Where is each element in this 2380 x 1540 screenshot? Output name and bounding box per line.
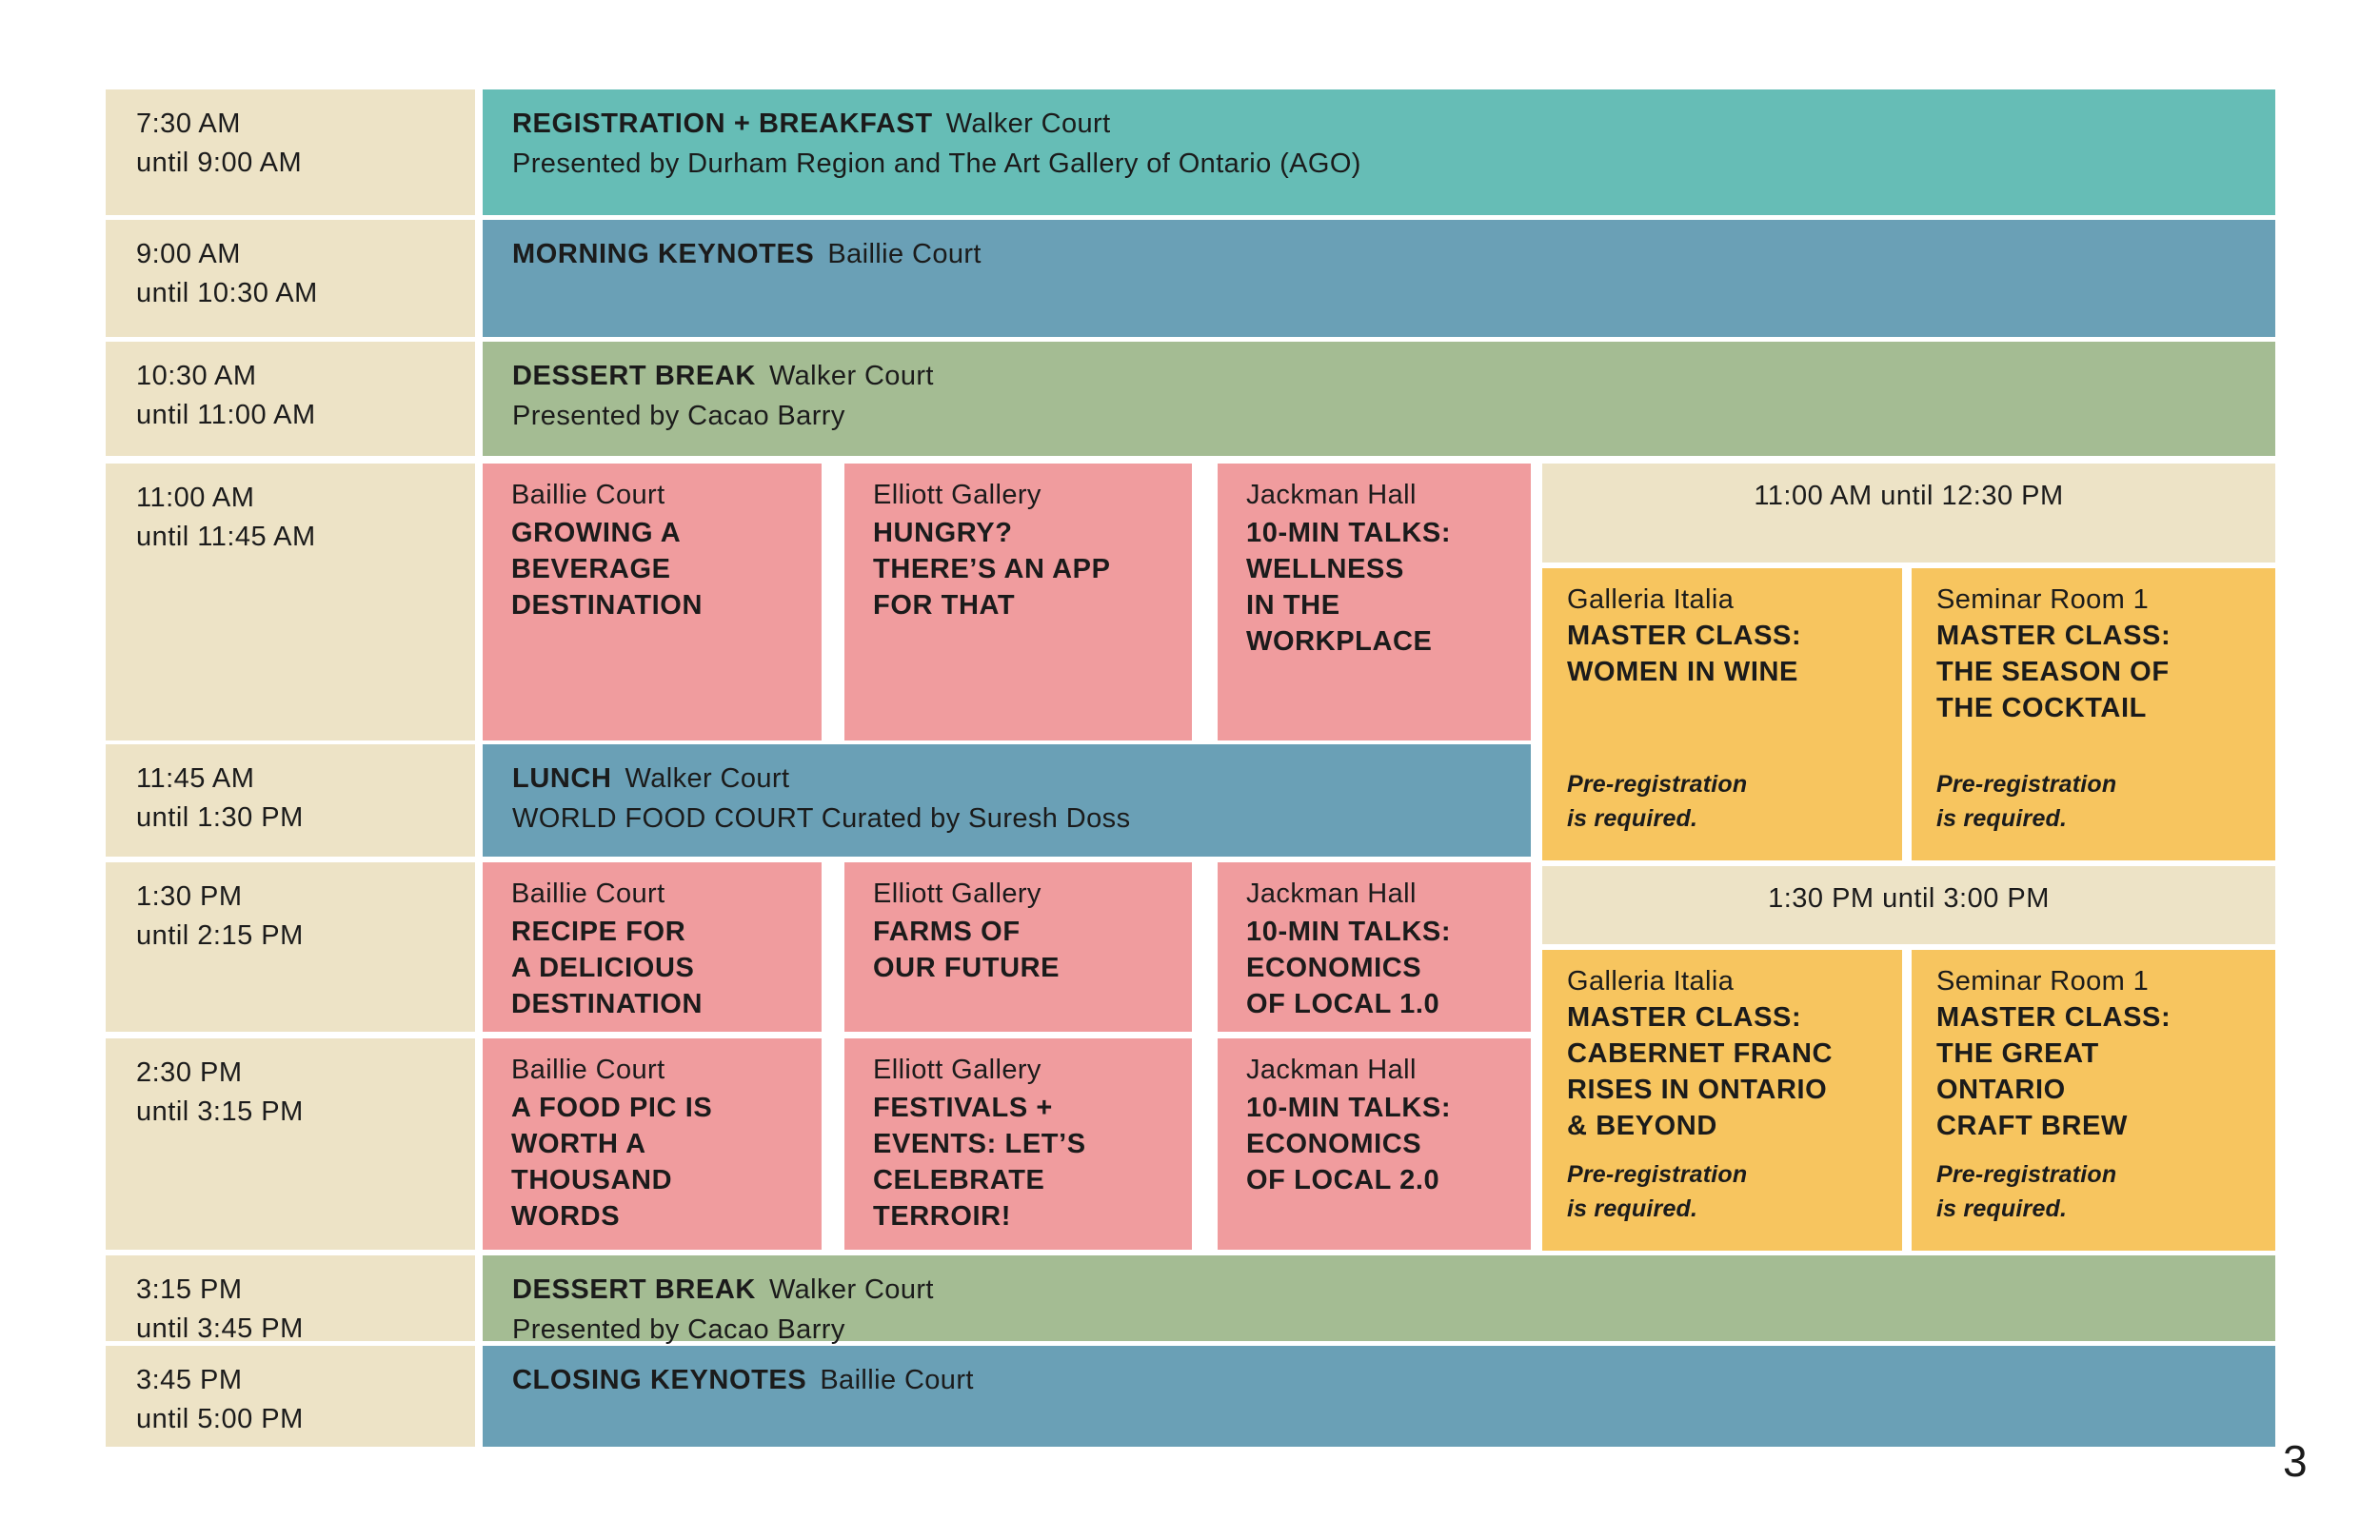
- time-cell-dessert-break-1: 10:30 AM until 11:00 AM: [106, 342, 475, 456]
- masterclass-room: Seminar Room 1: [1936, 584, 2150, 615]
- event-line: DESSERT BREAK Walker Court: [512, 356, 2247, 396]
- masterclass-title: MASTER CLASS: WOMEN IN WINE: [1567, 620, 1802, 687]
- event-band-dessert-break-2: DESSERT BREAK Walker Court Presented by C…: [483, 1255, 2275, 1345]
- talk-cell-growing-beverage: Baillie Court GROWING A BEVERAGE DESTINA…: [483, 464, 822, 740]
- talk-cell-wellness-workplace: Jackman Hall 10-MIN TALKS: WELLNESS IN T…: [1218, 464, 1531, 740]
- talk-title: FARMS OF OUR FUTURE: [873, 916, 1061, 983]
- event-band-closing-keynotes: CLOSING KEYNOTES Baillie Court: [483, 1346, 2275, 1447]
- page-number: 3: [2283, 1436, 2309, 1486]
- event-band-morning-keynotes: MORNING KEYNOTES Baillie Court: [483, 220, 2275, 337]
- event-location: Walker Court: [768, 1274, 934, 1305]
- talk-title: A FOOD PIC IS WORTH A THOUSAND WORDS: [511, 1092, 713, 1232]
- talk-cell-hungry-app: Elliott Gallery HUNGRY? THERE’S AN APP F…: [844, 464, 1192, 740]
- talk-title: HUNGRY? THERE’S AN APP FOR THAT: [873, 517, 1111, 621]
- time-cell-lunch: 11:45 AM until 1:30 PM: [106, 744, 475, 857]
- time-cell-session-1430: 2:30 PM until 3:15 PM: [106, 1038, 475, 1250]
- event-location: Baillie Court: [820, 1365, 974, 1395]
- talk-cell-food-pic: Baillie Court A FOOD PIC IS WORTH A THOU…: [483, 1038, 822, 1250]
- time-cell-morning-keynotes: 9:00 AM until 10:30 AM: [106, 220, 475, 337]
- talk-title: GROWING A BEVERAGE DESTINATION: [511, 517, 704, 621]
- talk-cell-farms-future: Elliott Gallery FARMS OF OUR FUTURE: [844, 862, 1192, 1032]
- talk-title: 10-MIN TALKS: ECONOMICS OF LOCAL 1.0: [1246, 916, 1452, 1019]
- talk-cell-recipe-destination: Baillie Court RECIPE FOR A DELICIOUS DES…: [483, 862, 822, 1032]
- talk-title: RECIPE FOR A DELICIOUS DESTINATION: [511, 916, 704, 1019]
- event-title: CLOSING KEYNOTES: [512, 1365, 807, 1395]
- talk-room: Elliott Gallery: [873, 879, 1041, 909]
- talk-room: Baillie Court: [511, 879, 665, 909]
- talk-cell-economics-local-2: Jackman Hall 10-MIN TALKS: ECONOMICS OF …: [1218, 1038, 1531, 1250]
- masterclass-room: Galleria Italia: [1567, 966, 1735, 997]
- event-detail: WORLD FOOD COURT Curated by Suresh Doss: [512, 803, 1131, 835]
- time-cell-dessert-break-2: 3:15 PM until 3:45 PM: [106, 1255, 475, 1344]
- masterclass-title: MASTER CLASS: THE SEASON OF THE COCKTAIL: [1936, 620, 2172, 723]
- time-cell-closing-keynotes: 3:45 PM until 5:00 PM: [106, 1346, 475, 1447]
- event-location: Walker Court: [945, 109, 1111, 139]
- masterclass-cell-season-cocktail: Seminar Room 1 MASTER CLASS: THE SEASON …: [1912, 568, 2275, 860]
- preregistration-note: Pre-registration is required.: [1936, 771, 2117, 832]
- talk-room: Baillie Court: [511, 1055, 665, 1085]
- masterclass-time-header-1330: 1:30 PM until 3:00 PM: [1542, 866, 2275, 944]
- talk-title: FESTIVALS + EVENTS: LET’S CELEBRATE TERR…: [873, 1092, 1086, 1232]
- event-title: MORNING KEYNOTES: [512, 239, 815, 269]
- event-line: DESSERT BREAK Walker Court: [512, 1270, 2247, 1310]
- talk-room: Jackman Hall: [1246, 879, 1417, 909]
- masterclass-time-label: 11:00 AM until 12:30 PM: [1754, 481, 2064, 511]
- preregistration-note: Pre-registration is required.: [1567, 771, 1748, 832]
- preregistration-note: Pre-registration is required.: [1567, 1161, 1748, 1222]
- event-band-registration: REGISTRATION + BREAKFAST Walker Court Pre…: [483, 89, 2275, 215]
- masterclass-title: MASTER CLASS: THE GREAT ONTARIO CRAFT BR…: [1936, 1001, 2172, 1141]
- masterclass-title: MASTER CLASS: CABERNET FRANC RISES IN ON…: [1567, 1001, 1834, 1141]
- talk-cell-festivals-events: Elliott Gallery FESTIVALS + EVENTS: LET’…: [844, 1038, 1192, 1250]
- event-title: DESSERT BREAK: [512, 1274, 756, 1305]
- event-detail: Presented by Durham Region and The Art G…: [512, 148, 1361, 180]
- talk-room: Jackman Hall: [1246, 1055, 1417, 1085]
- masterclass-room: Galleria Italia: [1567, 584, 1735, 615]
- event-line: REGISTRATION + BREAKFAST Walker Court: [512, 104, 2247, 144]
- talk-room: Jackman Hall: [1246, 480, 1417, 510]
- talk-room: Elliott Gallery: [873, 480, 1041, 510]
- event-line: LUNCH Walker Court: [512, 759, 1502, 799]
- time-cell-session-1330: 1:30 PM until 2:15 PM: [106, 862, 475, 1032]
- masterclass-cell-craft-brew: Seminar Room 1 MASTER CLASS: THE GREAT O…: [1912, 950, 2275, 1251]
- masterclass-time-header-1100: 11:00 AM until 12:30 PM: [1542, 464, 2275, 563]
- event-band-lunch: LUNCH Walker Court WORLD FOOD COURT Curat…: [483, 744, 1531, 857]
- event-detail: Presented by Cacao Barry: [512, 401, 845, 432]
- event-location: Walker Court: [625, 763, 790, 794]
- masterclass-cell-women-in-wine: Galleria Italia MASTER CLASS: WOMEN IN W…: [1542, 568, 1902, 860]
- event-detail: Presented by Cacao Barry: [512, 1314, 845, 1346]
- masterclass-room: Seminar Room 1: [1936, 966, 2150, 997]
- event-line: CLOSING KEYNOTES Baillie Court: [512, 1360, 2247, 1400]
- talk-room: Baillie Court: [511, 480, 665, 510]
- event-title: DESSERT BREAK: [512, 361, 756, 391]
- event-location: Walker Court: [768, 361, 934, 391]
- masterclass-cell-cabernet-franc: Galleria Italia MASTER CLASS: CABERNET F…: [1542, 950, 1902, 1251]
- preregistration-note: Pre-registration is required.: [1936, 1161, 2117, 1222]
- time-cell-registration: 7:30 AM until 9:00 AM: [106, 89, 475, 215]
- time-cell-session-1100: 11:00 AM until 11:45 AM: [106, 464, 475, 740]
- talk-title: 10-MIN TALKS: ECONOMICS OF LOCAL 2.0: [1246, 1092, 1452, 1195]
- event-line: MORNING KEYNOTES Baillie Court: [512, 234, 2247, 274]
- event-band-dessert-break-1: DESSERT BREAK Walker Court Presented by C…: [483, 342, 2275, 456]
- event-title: LUNCH: [512, 763, 612, 794]
- talk-title: 10-MIN TALKS: WELLNESS IN THE WORKPLACE: [1246, 517, 1452, 657]
- event-title: REGISTRATION + BREAKFAST: [512, 109, 933, 139]
- event-location: Baillie Court: [827, 239, 982, 269]
- talk-cell-economics-local-1: Jackman Hall 10-MIN TALKS: ECONOMICS OF …: [1218, 862, 1531, 1032]
- masterclass-time-label: 1:30 PM until 3:00 PM: [1768, 883, 2050, 914]
- talk-room: Elliott Gallery: [873, 1055, 1041, 1085]
